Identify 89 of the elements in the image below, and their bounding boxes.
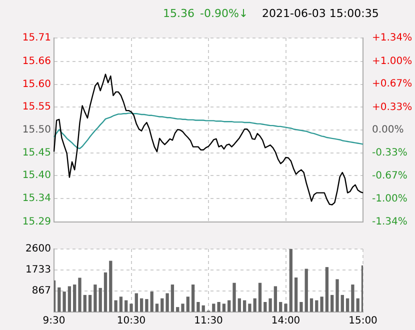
bar	[361, 265, 363, 312]
bar	[196, 302, 200, 312]
bar	[181, 304, 184, 312]
y-tick-label: 15.50	[22, 124, 51, 136]
y-tick-label: 15.60	[22, 79, 51, 90]
bar	[166, 293, 169, 312]
bar	[186, 296, 190, 312]
bar	[217, 302, 220, 312]
x-tick-label: 9:30	[42, 316, 66, 327]
bar	[242, 300, 246, 312]
bar	[294, 278, 298, 312]
bar	[258, 282, 262, 312]
bar	[274, 286, 278, 312]
y-tick-label: 15.55	[22, 102, 51, 113]
bar	[83, 294, 86, 312]
bar	[104, 272, 108, 312]
x-tick-label: 10:30	[116, 316, 146, 327]
text: 2021-06-03 15:00:35	[262, 7, 379, 20]
bar	[114, 300, 118, 312]
y2-tick-label: -0.33%	[372, 147, 408, 158]
bar	[351, 284, 354, 312]
bar	[284, 304, 288, 312]
bar	[191, 284, 195, 312]
bar	[155, 304, 159, 312]
y2-tick-label: -1.00%	[372, 193, 408, 204]
bar	[73, 284, 76, 312]
bar	[124, 300, 128, 312]
bar	[170, 284, 174, 312]
x-tick-label: 14:00	[271, 316, 300, 327]
y2-tick-label: +0.67%	[372, 78, 412, 90]
bar	[325, 267, 329, 312]
bar	[336, 279, 339, 312]
y-tick-label: 15.34	[22, 193, 51, 204]
bar	[320, 296, 324, 312]
bar	[54, 280, 56, 312]
bar	[232, 282, 236, 312]
text: -0.90%↓	[200, 7, 248, 20]
bar	[98, 288, 102, 312]
bar	[160, 298, 164, 312]
bar	[88, 294, 92, 312]
y-tick-label: 15.29	[22, 216, 51, 228]
y-tick-label: 15.71	[22, 32, 51, 44]
bar	[264, 302, 267, 312]
text: 15.36	[163, 7, 194, 20]
y2-tick-label: 0.00%	[372, 124, 404, 136]
bar	[145, 299, 148, 312]
bar	[346, 298, 350, 312]
bar	[330, 294, 334, 312]
bar	[212, 304, 216, 312]
y-tick-label: 15.66	[22, 56, 51, 68]
bar	[62, 292, 66, 312]
bar	[340, 294, 344, 312]
y-tick-label: 15.40	[22, 170, 51, 182]
x-tick-label: 15:00	[348, 316, 378, 327]
bar	[228, 300, 231, 312]
bar	[94, 284, 97, 312]
bar	[268, 298, 272, 312]
y2-tick-label: +1.34%	[372, 32, 412, 44]
bar	[279, 302, 282, 312]
y-tick-label: 1733	[26, 264, 51, 276]
bar	[109, 260, 112, 312]
x-tick-label: 11:30	[194, 316, 223, 327]
y-tick-label: 2600	[26, 244, 51, 255]
y2-tick-label: +0.33%	[372, 102, 412, 113]
y2-tick-label: -0.67%	[372, 170, 408, 182]
bar	[202, 305, 205, 312]
bar	[300, 302, 303, 312]
bar	[58, 287, 61, 312]
bar	[248, 304, 252, 312]
bar	[176, 307, 180, 312]
y-tick-label: 15.45	[22, 148, 51, 159]
bar	[119, 296, 123, 312]
bar	[253, 298, 256, 312]
bar	[130, 304, 133, 312]
bar	[78, 278, 82, 312]
bar	[222, 304, 226, 312]
bar	[356, 298, 360, 312]
bar	[304, 268, 308, 312]
bar	[238, 298, 241, 312]
y-tick-label: 867	[32, 286, 51, 297]
bar	[310, 298, 314, 312]
bar	[140, 298, 144, 312]
bar	[134, 293, 138, 312]
y2-tick-label: +1.00%	[372, 56, 412, 67]
y2-tick-label: -1.34%	[372, 216, 408, 228]
bar	[150, 292, 154, 312]
bar	[289, 249, 292, 312]
bar	[315, 300, 318, 312]
bar	[68, 286, 72, 312]
